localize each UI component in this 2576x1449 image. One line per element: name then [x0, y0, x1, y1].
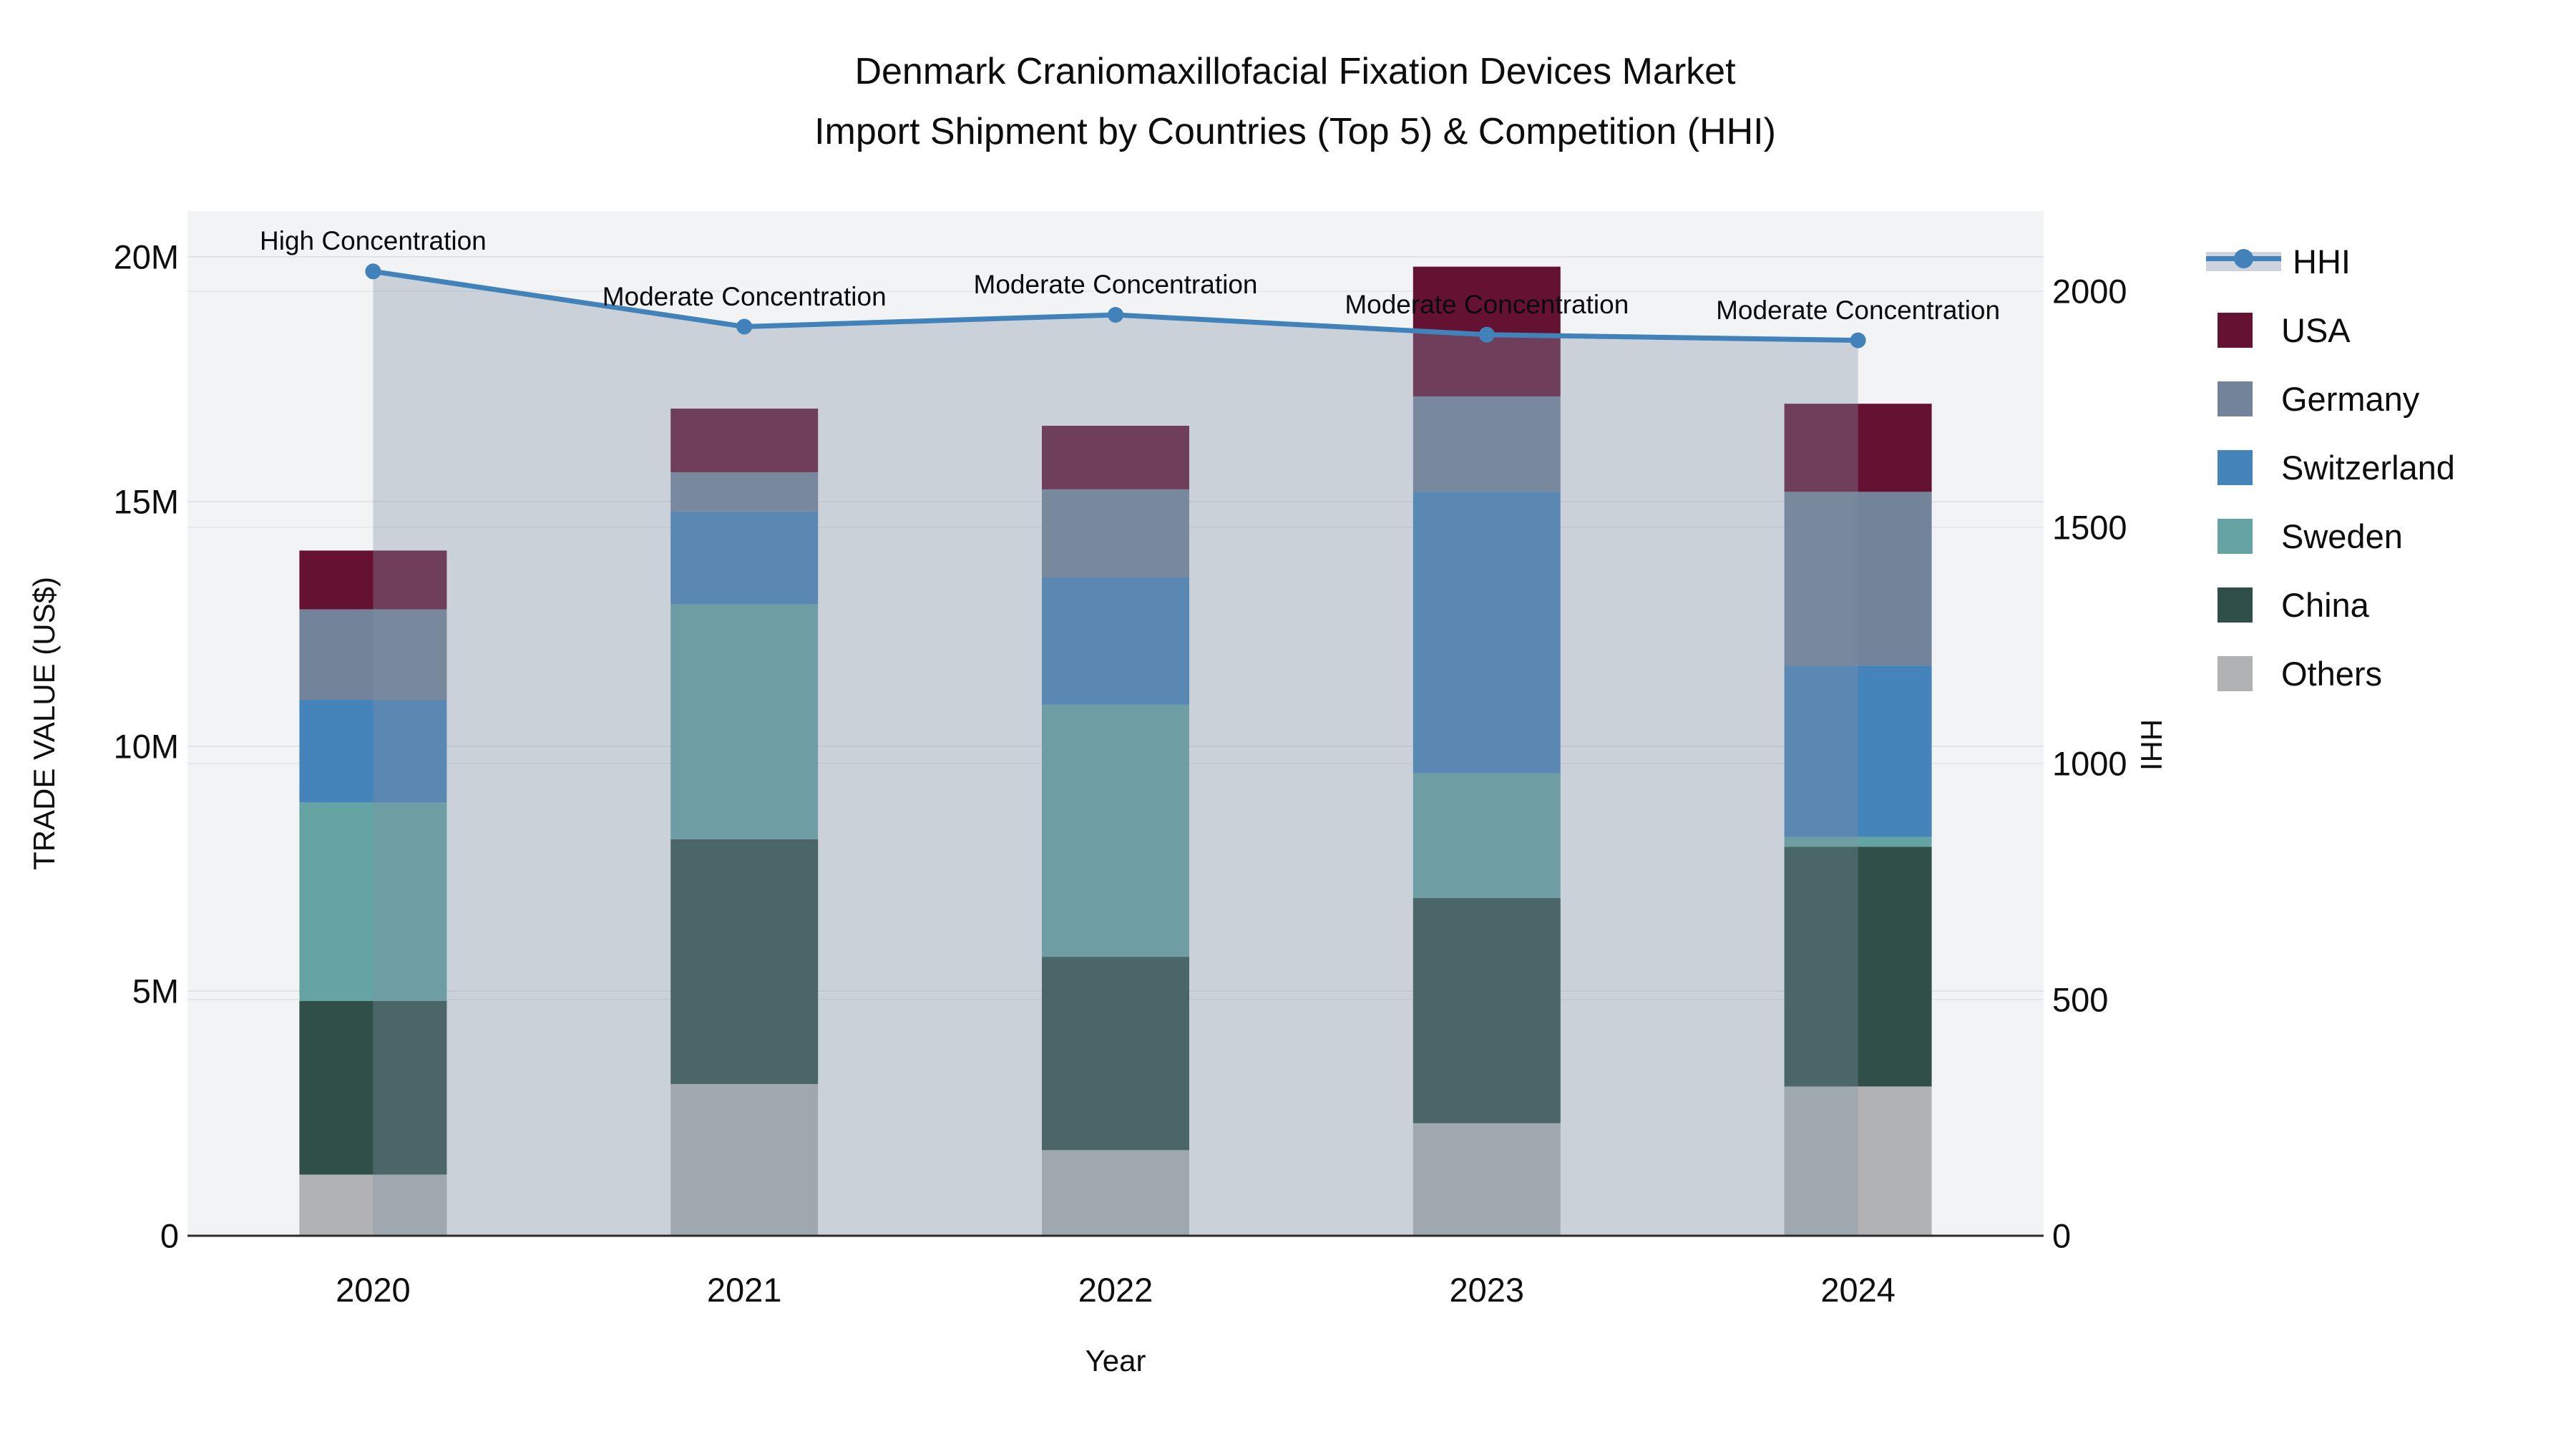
- bar-segment-2021-switzerland: [670, 511, 819, 605]
- bar-segment-2020-switzerland: [299, 700, 447, 803]
- bar-segment-2024-sweden: [1784, 836, 1932, 847]
- legend-swatch-switzerland: [2218, 450, 2253, 485]
- bar-segment-2020-china: [299, 1000, 447, 1175]
- bar-segment-2024-germany: [1784, 492, 1932, 666]
- legend-label-sweden: Sweden: [2281, 517, 2403, 555]
- chart-title-line2: Import Shipment by Countries (Top 5) & C…: [814, 111, 1776, 152]
- bar-segment-2022-sweden: [1042, 704, 1189, 957]
- bar-segment-2022-germany: [1042, 489, 1189, 578]
- y-axis-title: TRADE VALUE (US$): [27, 577, 61, 870]
- y-left-tick-20M: 20M: [113, 238, 179, 276]
- x-tick-2022: 2022: [1078, 1271, 1153, 1309]
- bar-segment-2021-sweden: [670, 604, 819, 839]
- hhi-marker-2020: [365, 263, 381, 280]
- bar-segment-2023-sweden: [1413, 773, 1561, 899]
- bar-segment-2023-china: [1413, 898, 1561, 1123]
- legend-item-sweden[interactable]: Sweden: [2206, 519, 2455, 554]
- y-right-tick-1000: 1000: [2052, 744, 2127, 783]
- legend: HHI USA Germany Switzerland Sweden China Other…: [2206, 244, 2455, 691]
- legend-swatch-sweden: [2218, 519, 2253, 554]
- y-left-tick-15M: 15M: [113, 482, 179, 521]
- legend-item-germany[interactable]: Germany: [2206, 381, 2455, 416]
- legend-swatch-china: [2218, 587, 2253, 623]
- y-left-tick-10M: 10M: [113, 727, 179, 766]
- bar-segment-2022-others: [1042, 1150, 1189, 1236]
- bar-segment-2020-usa: [299, 550, 447, 610]
- legend-item-hhi[interactable]: HHI: [2206, 244, 2455, 279]
- hhi-marker-2024: [1850, 332, 1866, 348]
- bar-segment-2022-china: [1042, 957, 1189, 1151]
- y-left-tick-5M: 5M: [132, 972, 179, 1010]
- bar-segment-2024-others: [1784, 1086, 1932, 1236]
- bar-segment-2020-others: [299, 1174, 447, 1236]
- legend-label-usa: USA: [2281, 311, 2351, 349]
- bar-segment-2023-others: [1413, 1123, 1561, 1236]
- x-tick-2024: 2024: [1820, 1271, 1896, 1309]
- hhi-marker-2023: [1478, 326, 1495, 343]
- bar-segment-2021-others: [670, 1083, 819, 1236]
- legend-swatch-germany: [2218, 381, 2253, 416]
- bar-segment-2020-germany: [299, 609, 447, 701]
- y-right-tick-0: 0: [2052, 1216, 2072, 1255]
- bar-segment-2024-china: [1784, 847, 1932, 1087]
- x-axis-title: Year: [1085, 1344, 1146, 1377]
- x-tick-2020: 2020: [336, 1271, 411, 1309]
- legend-swatch-usa: [2218, 313, 2253, 348]
- legend-item-others[interactable]: Others: [2206, 656, 2455, 691]
- y-right-tick-500: 500: [2052, 980, 2109, 1019]
- bar-segment-2020-sweden: [299, 802, 447, 1001]
- chart-title: Denmark Craniomaxillofacial Fixation Dev…: [0, 42, 2576, 162]
- bar-segment-2021-germany: [670, 472, 819, 512]
- legend-swatch-others: [2218, 656, 2253, 691]
- hhi-marker-2022: [1108, 307, 1123, 323]
- bar-segment-2023-germany: [1413, 396, 1561, 492]
- bar-segment-2021-usa: [670, 409, 819, 472]
- legend-item-china[interactable]: China: [2206, 587, 2455, 623]
- annotation-2024: Moderate Concentration: [1716, 295, 2001, 325]
- hhi-area-fill: [373, 271, 1858, 1236]
- bar-segment-2024-usa: [1784, 404, 1932, 492]
- bar-segment-2021-china: [670, 839, 819, 1084]
- chart-title-line1: Denmark Craniomaxillofacial Fixation Dev…: [854, 51, 1736, 92]
- hhi-line-swatch: [2206, 244, 2281, 279]
- annotation-2023: Moderate Concentration: [1345, 289, 1629, 319]
- annotation-2021: Moderate Concentration: [602, 281, 887, 311]
- legend-item-usa[interactable]: USA: [2206, 313, 2455, 348]
- legend-label-hhi: HHI: [2293, 243, 2351, 280]
- legend-label-germany: Germany: [2281, 380, 2420, 418]
- bar-segment-2023-switzerland: [1413, 492, 1561, 774]
- annotation-2020: High Concentration: [260, 226, 487, 256]
- y-right-tick-2000: 2000: [2052, 272, 2127, 311]
- hhi-marker-2021: [736, 318, 753, 335]
- x-tick-2023: 2023: [1449, 1271, 1525, 1309]
- y-left-tick-0: 0: [160, 1216, 179, 1255]
- x-tick-2021: 2021: [706, 1271, 782, 1309]
- bar-segment-2022-switzerland: [1042, 577, 1189, 705]
- legend-label-switzerland: Switzerland: [2281, 449, 2455, 487]
- bar-segment-2024-switzerland: [1784, 665, 1932, 837]
- legend-label-china: China: [2281, 586, 2369, 624]
- legend-label-others: Others: [2281, 655, 2383, 693]
- annotation-2022: Moderate Concentration: [973, 270, 1258, 299]
- y-right-tick-1500: 1500: [2052, 508, 2127, 547]
- legend-item-switzerland[interactable]: Switzerland: [2206, 450, 2455, 485]
- y2-axis-title: HHI: [2135, 718, 2168, 771]
- bar-segment-2022-usa: [1042, 425, 1189, 489]
